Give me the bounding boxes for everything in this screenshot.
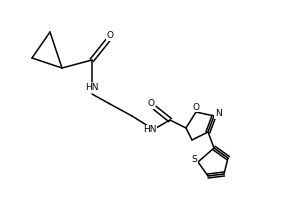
Text: O: O (106, 31, 113, 40)
Text: HN: HN (85, 84, 99, 92)
Text: N: N (214, 110, 221, 118)
Text: HN: HN (143, 126, 157, 134)
Text: O: O (193, 102, 200, 112)
Text: S: S (191, 156, 197, 164)
Text: O: O (148, 99, 154, 108)
